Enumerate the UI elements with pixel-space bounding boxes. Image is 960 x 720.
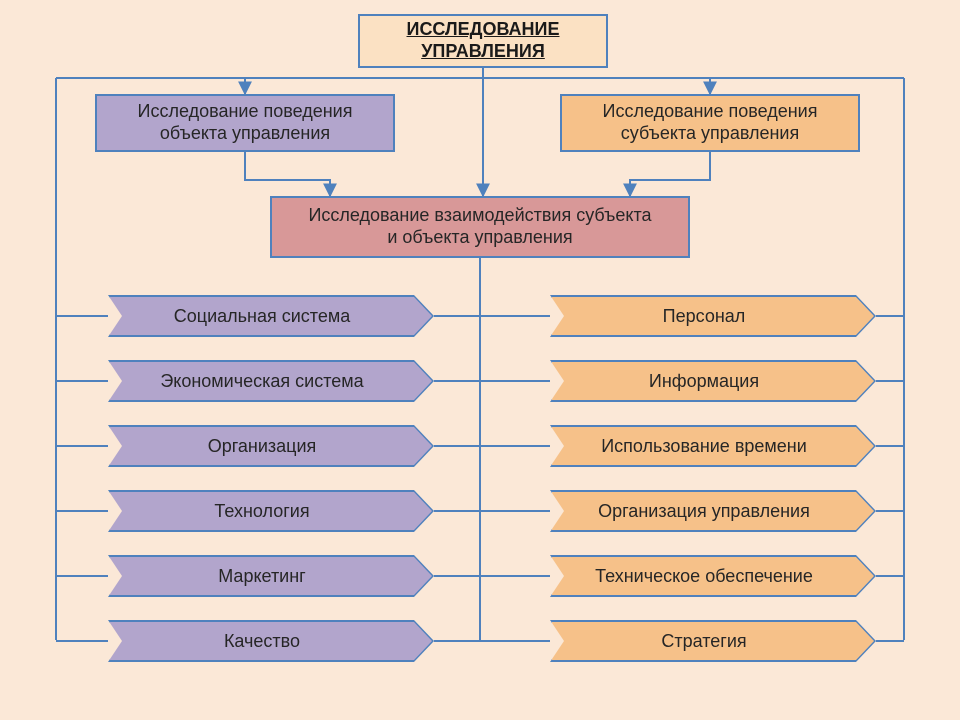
left-item-label-1: Экономическая система (160, 371, 363, 392)
chevron-head-fill (414, 297, 432, 335)
branch-left-line1: Исследование поведения (138, 101, 353, 123)
right-item-label-3: Организация управления (598, 501, 810, 522)
chevron-tail (550, 295, 564, 337)
chevron-tail (550, 360, 564, 402)
right-item-label-0: Персонал (663, 306, 746, 327)
left-item-label-2: Организация (208, 436, 317, 457)
chevron-head-fill (856, 297, 874, 335)
title-line2: УПРАВЛЕНИЯ (407, 41, 560, 63)
chevron-tail (108, 555, 122, 597)
title-box: ИССЛЕДОВАНИЕ УПРАВЛЕНИЯ (358, 14, 608, 68)
left-item-label-4: Маркетинг (218, 566, 306, 587)
left-item-0: Социальная система (108, 295, 434, 337)
chevron-tail (108, 620, 122, 662)
branch-right-line2: субъекта управления (603, 123, 818, 145)
branch-left-line2: объекта управления (138, 123, 353, 145)
chevron-head-fill (856, 362, 874, 400)
right-item-label-4: Техническое обеспечение (595, 566, 813, 587)
left-item-label-5: Качество (224, 631, 300, 652)
right-item-label-5: Стратегия (661, 631, 746, 652)
chevron-tail (550, 425, 564, 467)
right-item-2: Использование времени (550, 425, 876, 467)
diagram-stage: { "canvas": { "width": 960, "height": 72… (0, 0, 960, 720)
chevron-tail (108, 425, 122, 467)
chevron-tail (550, 490, 564, 532)
chevron-head-fill (856, 622, 874, 660)
chevron-head-fill (856, 427, 874, 465)
right-item-3: Организация управления (550, 490, 876, 532)
right-item-label-2: Использование времени (601, 436, 807, 457)
chevron-head-fill (414, 492, 432, 530)
chevron-tail (550, 555, 564, 597)
branch-right-box: Исследование поведения субъекта управлен… (560, 94, 860, 152)
chevron-tail (108, 360, 122, 402)
left-item-3: Технология (108, 490, 434, 532)
left-item-5: Качество (108, 620, 434, 662)
center-line2: и объекта управления (308, 227, 651, 249)
right-item-4: Техническое обеспечение (550, 555, 876, 597)
chevron-head-fill (414, 427, 432, 465)
chevron-head-fill (414, 362, 432, 400)
center-line1: Исследование взаимодействия субъекта (308, 205, 651, 227)
chevron-head-fill (414, 557, 432, 595)
center-box: Исследование взаимодействия субъекта и о… (270, 196, 690, 258)
left-item-label-0: Социальная система (174, 306, 350, 327)
chevron-tail (108, 490, 122, 532)
right-item-0: Персонал (550, 295, 876, 337)
chevron-tail (108, 295, 122, 337)
title-line1: ИССЛЕДОВАНИЕ (407, 19, 560, 41)
chevron-head-fill (414, 622, 432, 660)
chevron-head-fill (856, 557, 874, 595)
right-item-1: Информация (550, 360, 876, 402)
left-item-label-3: Технология (214, 501, 309, 522)
chevron-head-fill (856, 492, 874, 530)
right-item-5: Стратегия (550, 620, 876, 662)
branch-right-line1: Исследование поведения (603, 101, 818, 123)
chevron-tail (550, 620, 564, 662)
right-item-label-1: Информация (649, 371, 759, 392)
branch-left-box: Исследование поведения объекта управлени… (95, 94, 395, 152)
left-item-2: Организация (108, 425, 434, 467)
left-item-1: Экономическая система (108, 360, 434, 402)
left-item-4: Маркетинг (108, 555, 434, 597)
